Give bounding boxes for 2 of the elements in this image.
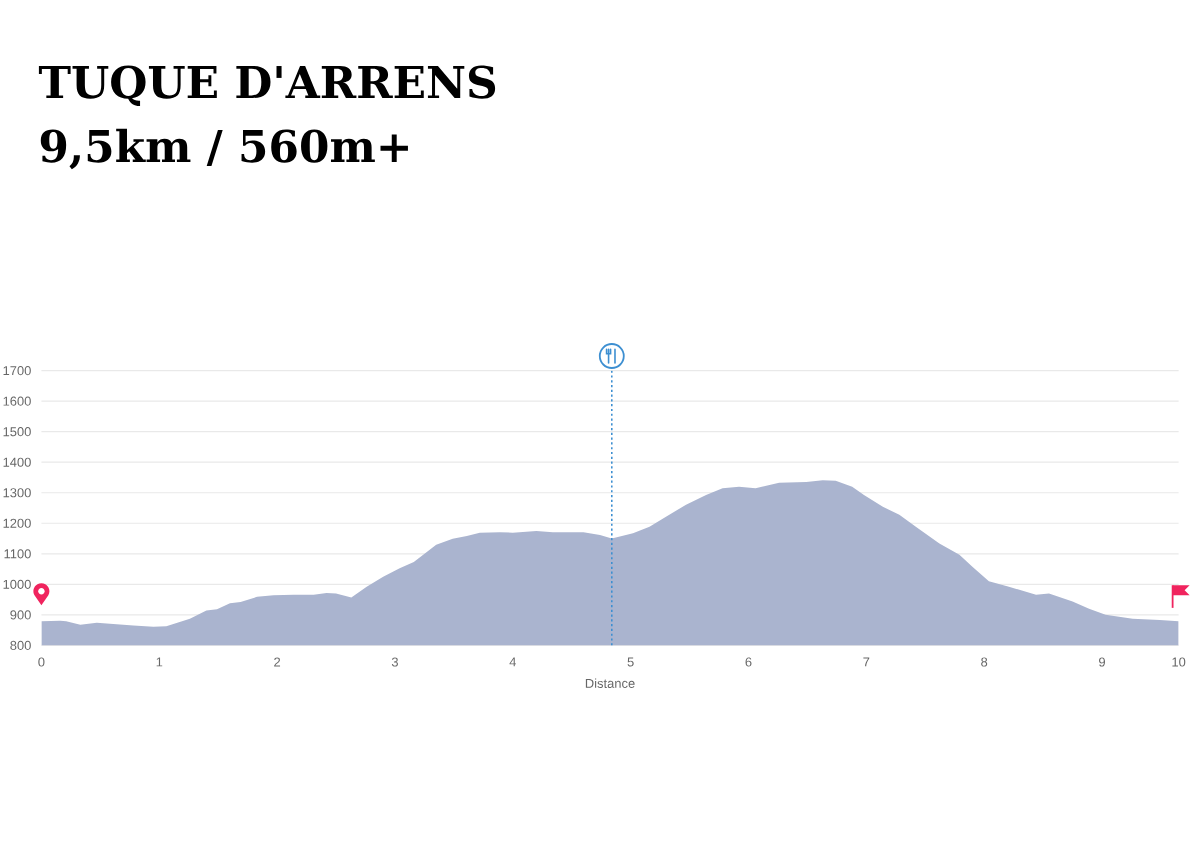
chart-subtitle: 9,5km / 560m+ xyxy=(40,128,408,170)
chart-title: TUQUE D'ARRENS xyxy=(38,65,496,106)
